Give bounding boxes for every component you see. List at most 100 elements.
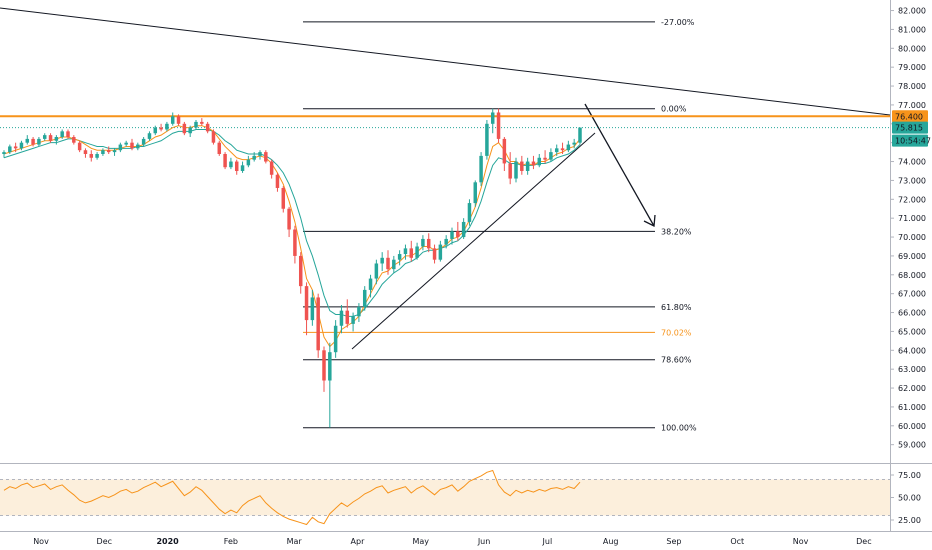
candle[interactable] <box>298 252 303 294</box>
candles[interactable] <box>2 108 582 428</box>
candle[interactable] <box>31 137 35 147</box>
candle[interactable] <box>112 148 117 156</box>
candle[interactable] <box>42 133 47 141</box>
candle[interactable] <box>520 155 524 175</box>
candle[interactable] <box>19 140 24 151</box>
candle[interactable] <box>578 127 582 145</box>
candle[interactable] <box>415 242 419 260</box>
candle[interactable] <box>479 152 483 187</box>
candle[interactable] <box>374 259 379 285</box>
candle[interactable] <box>77 140 82 153</box>
candle[interactable] <box>421 235 425 251</box>
candle[interactable] <box>386 250 390 275</box>
candle[interactable] <box>362 286 367 311</box>
candle[interactable] <box>490 108 495 134</box>
candle[interactable] <box>200 118 204 126</box>
candle[interactable] <box>13 142 18 153</box>
candle[interactable] <box>66 129 70 139</box>
descending-trendline[interactable] <box>0 7 891 116</box>
candle[interactable] <box>310 289 315 326</box>
candle[interactable] <box>83 148 88 158</box>
candle[interactable] <box>275 172 280 192</box>
candle[interactable] <box>392 255 396 273</box>
candle[interactable] <box>95 152 99 160</box>
candle[interactable] <box>357 303 361 322</box>
drawings[interactable] <box>0 7 891 350</box>
time-axis[interactable]: Nov Dec 2020 Feb Mar Apr May Jun Jul Aug Sep Oct Nov… <box>33 537 871 546</box>
candle[interactable] <box>217 140 222 156</box>
candle[interactable] <box>252 152 256 162</box>
candle[interactable] <box>345 299 350 328</box>
candle[interactable] <box>432 244 437 264</box>
candle[interactable] <box>188 125 192 138</box>
candle[interactable] <box>328 342 332 428</box>
candle[interactable] <box>293 225 297 264</box>
candle[interactable] <box>461 218 466 239</box>
candle[interactable] <box>281 186 286 213</box>
candle[interactable] <box>194 120 198 130</box>
candle[interactable] <box>560 142 565 154</box>
candle[interactable] <box>316 293 320 358</box>
candle[interactable] <box>153 125 158 136</box>
candle[interactable] <box>37 137 41 147</box>
candle[interactable] <box>566 140 571 153</box>
candle[interactable] <box>72 135 76 145</box>
candle[interactable] <box>339 305 344 334</box>
candle[interactable] <box>246 155 251 168</box>
candle[interactable] <box>170 112 175 126</box>
candle[interactable] <box>473 180 478 207</box>
candle[interactable] <box>269 159 274 179</box>
candle[interactable] <box>444 235 448 249</box>
candle[interactable] <box>240 161 245 173</box>
candle[interactable] <box>397 250 402 266</box>
candle[interactable] <box>136 142 140 151</box>
candle[interactable] <box>508 152 512 185</box>
candle[interactable] <box>351 312 355 332</box>
candle[interactable] <box>438 240 443 262</box>
candle[interactable] <box>223 152 227 170</box>
candle[interactable] <box>54 135 59 145</box>
candle[interactable] <box>8 144 12 154</box>
candle[interactable] <box>130 138 134 151</box>
candle[interactable] <box>264 150 268 164</box>
candle[interactable] <box>106 146 111 154</box>
candle[interactable] <box>165 121 169 132</box>
candle[interactable] <box>496 108 501 143</box>
candle[interactable] <box>258 150 262 160</box>
rsi-axis[interactable]: 25.00 50.00 75.00 <box>890 471 921 525</box>
candle[interactable] <box>380 252 384 272</box>
projection-arrow[interactable] <box>584 103 655 227</box>
candle[interactable] <box>229 157 233 170</box>
candle[interactable] <box>176 114 181 126</box>
candle[interactable] <box>118 142 123 153</box>
candle[interactable] <box>60 129 64 139</box>
candle[interactable] <box>409 240 414 262</box>
candle[interactable] <box>514 157 518 183</box>
candle[interactable] <box>525 157 530 175</box>
candle[interactable] <box>543 150 547 164</box>
candle[interactable] <box>141 137 146 147</box>
candle[interactable] <box>549 148 553 162</box>
price-axis[interactable]: 59.000 60.000 61.000 62.000 63.000 64.000 65.0… <box>890 7 926 450</box>
candle[interactable] <box>89 150 94 162</box>
candle[interactable] <box>287 206 291 238</box>
candle[interactable] <box>531 155 536 170</box>
candle[interactable] <box>450 227 454 245</box>
candle[interactable] <box>502 137 507 171</box>
candle[interactable] <box>304 282 309 336</box>
candle[interactable] <box>537 154 542 168</box>
candle[interactable] <box>124 140 128 147</box>
candle[interactable] <box>211 129 216 145</box>
candle[interactable] <box>467 199 472 226</box>
candle[interactable] <box>426 233 431 253</box>
candle[interactable] <box>48 133 53 143</box>
candle[interactable] <box>147 131 152 141</box>
candle[interactable] <box>368 274 373 298</box>
candle[interactable] <box>234 159 239 175</box>
candle[interactable] <box>485 120 489 160</box>
fibonacci-retracement[interactable]: -27.00% 0.00% 38.20% 61.80% 70.02% 78.60% 100.… <box>303 18 697 433</box>
candle[interactable] <box>554 144 559 156</box>
candle[interactable] <box>159 123 163 132</box>
ascending-trendline[interactable] <box>351 132 596 350</box>
